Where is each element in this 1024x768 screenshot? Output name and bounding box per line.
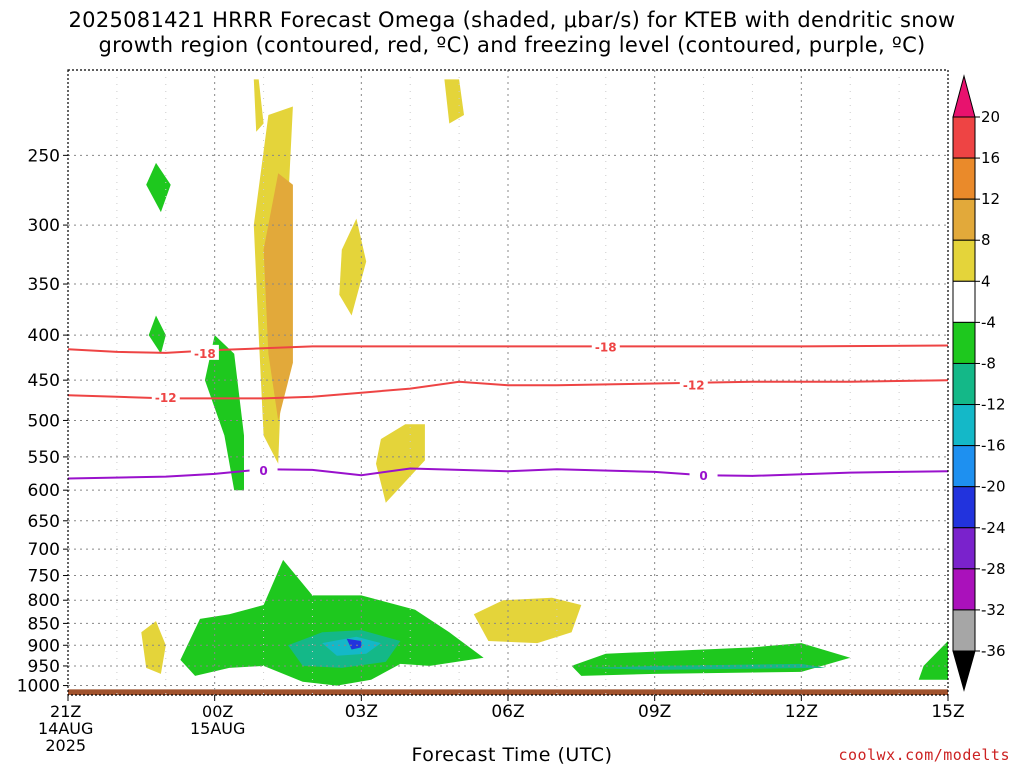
- colorbar-swatch-13: [952, 609, 976, 652]
- x-start-year: 2025: [45, 736, 87, 755]
- x-start-date: 14AUG: [38, 719, 94, 738]
- y-tick-label-600: 600: [28, 481, 60, 501]
- x-midnight-date: 15AUG: [190, 719, 246, 738]
- omega-region-17: [148, 315, 166, 354]
- colorbar-swatch-3: [952, 198, 976, 241]
- x-tick-label-6: 15Z: [931, 702, 964, 722]
- contour-line-0: [67, 344, 949, 354]
- colorbar-top-arrow: [952, 74, 976, 118]
- colorbar-label-6: -8: [981, 354, 996, 372]
- chart-title-line2: growth region (contoured, red, ºC) and f…: [98, 33, 926, 57]
- omega-region-15: [918, 641, 948, 680]
- colorbar-swatch-8: [952, 404, 976, 447]
- y-tick-label-250: 250: [28, 146, 60, 166]
- omega-region-6: [473, 597, 582, 644]
- omega-region-1: [263, 173, 293, 421]
- contour-label-bg-2-1: [689, 467, 718, 483]
- omega-region-5: [376, 424, 425, 503]
- contour-label-bg-0-1: [591, 338, 620, 354]
- y-tick-label-300: 300: [28, 216, 60, 236]
- colorbar-label-2: 12: [981, 190, 1000, 208]
- colorbar-label-3: 8: [981, 231, 991, 249]
- omega-region-13: [571, 643, 851, 676]
- contour-label-0-0: -18: [194, 347, 216, 361]
- contour-line-2: [67, 467, 949, 480]
- omega-region-8: [180, 559, 484, 686]
- omega-region-7: [141, 621, 166, 674]
- y-tick-label-1000: 1000: [17, 677, 60, 697]
- omega-region-16: [146, 162, 171, 213]
- contour-label-1-1: -12: [683, 378, 705, 392]
- ground-strip: [68, 689, 948, 695]
- contour-label-1-0: -12: [155, 391, 177, 405]
- x-midnight-time: 00Z: [202, 702, 234, 721]
- colorbar-label-12: -32: [981, 601, 1006, 619]
- y-tick-label-400: 400: [28, 326, 60, 346]
- credit-link[interactable]: coolwx.com/modelts: [838, 746, 1010, 764]
- colorbar-label-8: -16: [981, 437, 1006, 455]
- omega-region-2: [339, 218, 367, 316]
- x-start-label: 21Z 14AUG 2025: [38, 703, 93, 754]
- contour-label-bg-0-0: [190, 344, 219, 360]
- colorbar-bottom-arrow: [952, 650, 976, 692]
- y-tick-label-350: 350: [28, 275, 60, 295]
- omega-region-12: [204, 335, 244, 491]
- contour-line-1: [67, 379, 949, 400]
- colorbar-label-4: 4: [981, 272, 991, 290]
- x-tick-label-5: 12Z: [785, 702, 818, 722]
- colorbar-label-7: -12: [981, 396, 1006, 414]
- colorbar-label-0: 20: [981, 108, 1000, 126]
- omega-region-3: [253, 79, 264, 132]
- chart-title-line1: 2025081421 HRRR Forecast Omega (shaded, …: [68, 8, 956, 32]
- y-tick-label-550: 550: [28, 448, 60, 468]
- colorbar-swatch-12: [952, 568, 976, 611]
- colorbar-swatch-2: [952, 157, 976, 200]
- contour-label-bg-1-1: [679, 376, 708, 392]
- contour-label-2-0: 0: [259, 464, 267, 478]
- colorbar-label-9: -20: [981, 478, 1006, 496]
- colorbar-swatch-1: [952, 116, 976, 159]
- chart-title: 2025081421 HRRR Forecast Omega (shaded, …: [0, 8, 1024, 58]
- colorbar-label-1: 16: [981, 149, 1000, 167]
- x-tick-label-4: 09Z: [638, 702, 671, 722]
- y-tick-label-750: 750: [28, 567, 60, 587]
- y-tick-label-850: 850: [28, 614, 60, 634]
- contour-label-bg-2-0: [249, 461, 278, 477]
- y-tick-label-700: 700: [28, 540, 60, 560]
- colorbar-swatch-9: [952, 445, 976, 488]
- y-tick-label-450: 450: [28, 371, 60, 391]
- omega-region-4: [444, 79, 464, 124]
- colorbar-label-5: -4: [981, 313, 996, 331]
- colorbar-label-10: -24: [981, 519, 1006, 537]
- x-tick-label-3: 06Z: [491, 702, 524, 722]
- y-tick-label-500: 500: [28, 411, 60, 431]
- y-tick-label-950: 950: [28, 657, 60, 677]
- omega-region-11: [346, 638, 362, 650]
- colorbar-label-13: -36: [981, 642, 1006, 660]
- colorbar-swatch-10: [952, 486, 976, 529]
- contour-label-2-1: 0: [699, 469, 707, 483]
- colorbar-swatch-4: [952, 239, 976, 282]
- x-midnight-label: 00Z 15AUG: [190, 703, 245, 737]
- colorbar-swatch-7: [952, 362, 976, 406]
- colorbar-label-11: -28: [981, 560, 1006, 578]
- contour-label-bg-1-0: [151, 388, 180, 404]
- colorbar-swatch-11: [952, 527, 976, 570]
- x-axis-title: Forecast Time (UTC): [411, 744, 613, 766]
- y-tick-label-900: 900: [28, 636, 60, 656]
- y-tick-label-800: 800: [28, 591, 60, 611]
- colorbar-swatch-5: [952, 280, 976, 323]
- x-start-time: 21Z: [50, 702, 82, 721]
- omega-region-14: [586, 663, 826, 670]
- x-tick-label-2: 03Z: [345, 702, 378, 722]
- colorbar-swatch-6: [952, 321, 976, 364]
- contour-label-0-1: -18: [595, 340, 617, 354]
- y-tick-label-650: 650: [28, 512, 60, 532]
